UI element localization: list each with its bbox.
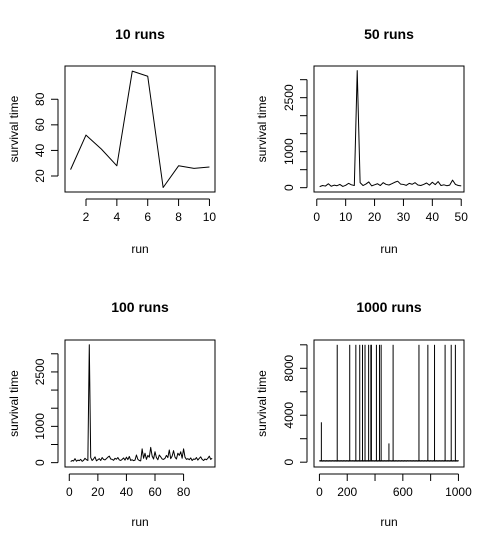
x-axis-label: run (380, 515, 397, 529)
series-line (70, 344, 213, 462)
plot-panel: 10 runs run survival time 2 4 6 8 10 20 40 60 80 (7, 26, 216, 256)
x-tick-label: 50 (455, 210, 469, 224)
plot-title: 1000 runs (356, 299, 422, 315)
x-axis-label: run (131, 515, 148, 529)
x-tick-label: 200 (337, 485, 357, 499)
plot-frame (313, 65, 465, 193)
x-tick-label: 10 (203, 210, 217, 224)
x-axis-label: run (131, 242, 148, 256)
plot-title: 10 runs (115, 26, 165, 42)
y-tick-label: 1000 (33, 413, 47, 440)
x-tick-label: 2 (83, 210, 90, 224)
series-line (70, 70, 210, 189)
x-tick-label: 600 (393, 485, 413, 499)
x-tick-label: 80 (177, 485, 191, 499)
x-tick-label: 6 (144, 210, 151, 224)
x-tick-label: 8 (175, 210, 182, 224)
y-tick-label: 80 (33, 92, 47, 106)
x-tick-label: 40 (426, 210, 440, 224)
y-tick-label: 0 (33, 459, 47, 466)
y-tick-label: 1000 (282, 138, 296, 165)
plot-panel: 100 runs run survival time 0 20 40 60 80 0 1000 25… (7, 299, 216, 529)
x-tick-label: 1000 (445, 485, 472, 499)
x-tick-label: 20 (91, 485, 105, 499)
y-tick-label: 0 (282, 459, 296, 466)
y-axis-label: survival time (7, 370, 21, 437)
x-tick-label: 40 (120, 485, 134, 499)
plot-frame (64, 65, 216, 193)
x-tick-label: 0 (316, 485, 323, 499)
plot-frame (64, 339, 216, 468)
plot-frame (313, 339, 465, 468)
x-axis-label: run (380, 242, 397, 256)
y-axis-label: survival time (255, 370, 269, 437)
y-tick-label: 8000 (282, 355, 296, 382)
y-axis-label: survival time (7, 95, 21, 162)
x-tick-label: 60 (148, 485, 162, 499)
x-tick-label: 30 (397, 210, 411, 224)
y-tick-label: 2500 (33, 358, 47, 385)
plot-title: 100 runs (111, 299, 169, 315)
x-tick-label: 20 (368, 210, 382, 224)
plot-panel: 50 runs run survival time 0 10 20 30 40 50 0 1000 2… (255, 26, 468, 256)
y-tick-label: 60 (33, 118, 47, 132)
y-tick-label: 40 (33, 143, 47, 157)
y-axis-label: survival time (255, 95, 269, 162)
y-tick-label: 0 (282, 184, 296, 191)
x-tick-label: 4 (114, 210, 121, 224)
x-tick-label: 0 (66, 485, 73, 499)
y-tick-label: 20 (33, 169, 47, 183)
series-line (319, 70, 462, 188)
x-tick-label: 10 (339, 210, 353, 224)
y-tick-label: 4000 (282, 402, 296, 429)
x-tick-label: 0 (313, 210, 320, 224)
plot-title: 50 runs (364, 26, 414, 42)
plot-panel: 1000 runs run survival time 0 200 600 1000 0 400… (255, 299, 472, 529)
y-tick-label: 2500 (282, 84, 296, 111)
